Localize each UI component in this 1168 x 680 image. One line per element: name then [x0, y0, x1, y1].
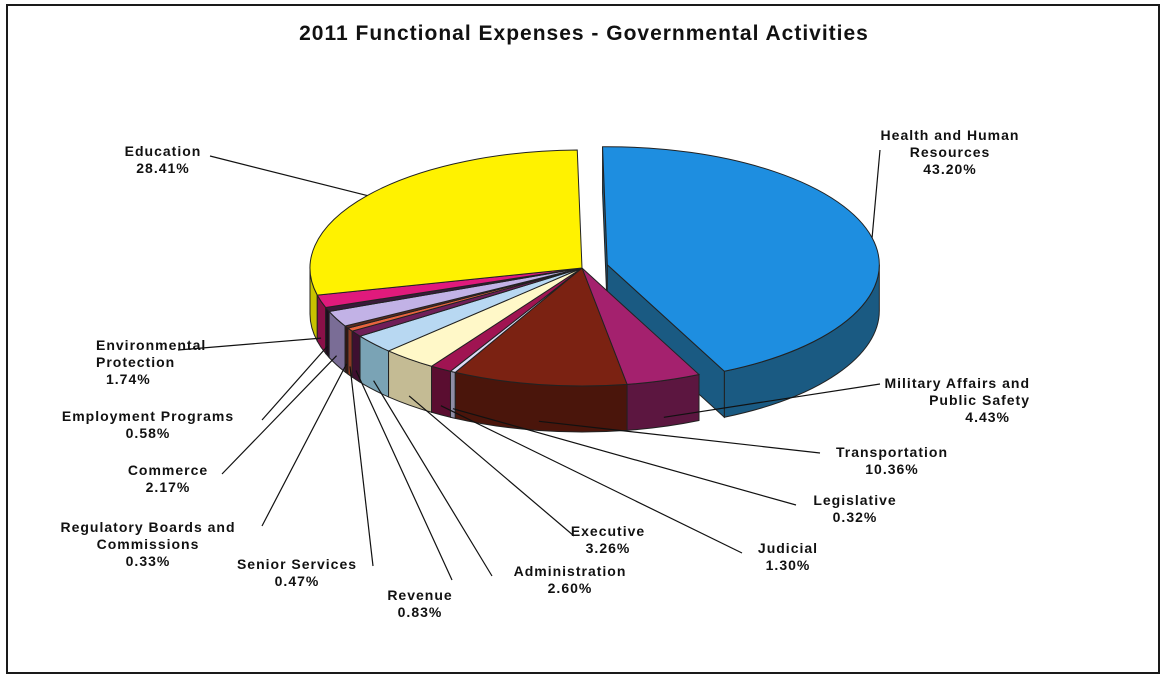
leader-line-education — [209, 155, 368, 197]
leader-line-legislative — [452, 408, 797, 506]
leader-line-regulatory-boards-and-commissions — [261, 363, 348, 527]
slice-transportation — [454, 267, 628, 387]
slice-name-senior-services: Senior Services — [237, 556, 357, 572]
chart-frame — [6, 4, 1160, 674]
slice-value-military-affairs-and-public-safety: 4.43% — [965, 409, 1010, 425]
slice-value-education: 28.41% — [136, 160, 189, 176]
leader-line-senior-services — [349, 366, 374, 567]
slice-name-employment-programs: Employment Programs — [62, 408, 234, 424]
slice-value-judicial: 1.30% — [766, 557, 811, 573]
slice-side-employment-programs — [325, 306, 330, 359]
slice-value-employment-programs: 0.58% — [126, 425, 171, 441]
slice-name-education: Education — [125, 143, 202, 159]
leader-line-administration — [373, 380, 493, 577]
leader-line-employment-programs — [261, 345, 328, 421]
slice-value-regulatory-boards-and-commissions: 0.33% — [126, 553, 171, 569]
slice-side-revenue — [351, 330, 361, 384]
chart-title: 2011 Functional Expenses - Governmental … — [299, 22, 869, 45]
slice-value-legislative: 0.32% — [833, 509, 878, 525]
slice-name-regulatory-boards-and-commissions: Regulatory Boards and — [60, 519, 235, 535]
slice-name-health-and-human-resources: Resources — [910, 144, 991, 160]
leader-line-military-affairs-and-public-safety — [663, 383, 881, 418]
slice-health-and-human-resources — [602, 146, 880, 372]
leader-line-environmental-protection — [177, 337, 322, 351]
slice-name-administration: Administration — [514, 563, 627, 579]
leader-line-executive — [408, 395, 575, 537]
slice-name-regulatory-boards-and-commissions: Commissions — [97, 536, 200, 552]
slice-value-administration: 2.60% — [548, 580, 593, 596]
slice-value-environmental-protection: 1.74% — [106, 371, 151, 387]
slice-value-transportation: 10.36% — [865, 461, 918, 477]
slice-name-judicial: Judicial — [758, 540, 818, 556]
slice-value-health-and-human-resources: 43.20% — [923, 161, 976, 177]
slice-name-health-and-human-resources: Health and Human — [881, 127, 1020, 143]
slice-value-senior-services: 0.47% — [275, 573, 320, 589]
slice-name-environmental-protection: Environmental — [96, 337, 206, 353]
slice-value-revenue: 0.83% — [398, 604, 443, 620]
slice-name-transportation: Transportation — [836, 444, 948, 460]
leader-line-transportation — [538, 420, 821, 454]
leader-line-health-and-human-resources — [871, 149, 881, 238]
leader-line-revenue — [355, 370, 453, 581]
leader-line-commerce — [221, 355, 337, 475]
slice-value-commerce: 2.17% — [146, 479, 191, 495]
slice-name-executive: Executive — [571, 523, 645, 539]
slice-name-legislative: Legislative — [813, 492, 896, 508]
slice-name-commerce: Commerce — [128, 462, 208, 478]
slice-name-environmental-protection: Protection — [96, 354, 175, 370]
leader-line-judicial — [440, 405, 743, 554]
slice-name-military-affairs-and-public-safety: Military Affairs and — [884, 375, 1030, 391]
slice-name-military-affairs-and-public-safety: Public Safety — [929, 392, 1030, 408]
slice-name-revenue: Revenue — [387, 587, 452, 603]
slice-value-executive: 3.26% — [586, 540, 631, 556]
